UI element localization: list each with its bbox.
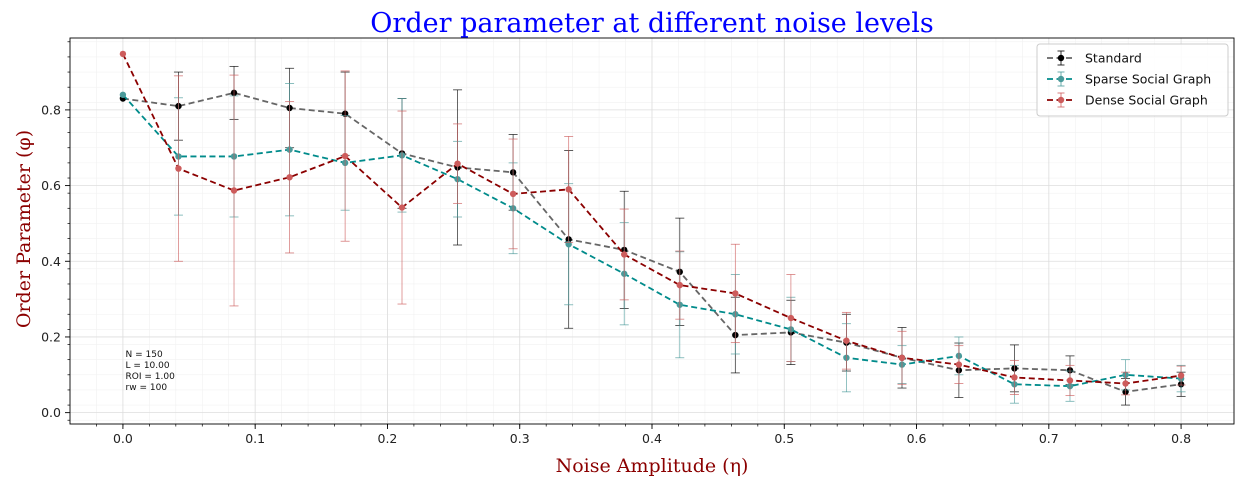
y-tick-label: 0.8	[41, 102, 61, 117]
data-point	[787, 314, 795, 322]
series-line	[122, 91, 1182, 393]
series-line	[122, 53, 1182, 385]
x-tick-label: 0.0	[113, 431, 133, 446]
data-point	[1177, 372, 1185, 379]
y-tick-label: 0.0	[41, 405, 61, 420]
data-point	[565, 186, 572, 193]
data-point	[843, 337, 850, 344]
annotation-line: N = 150	[126, 350, 163, 360]
data-point	[732, 290, 739, 297]
data-point	[398, 204, 406, 211]
x-tick-label: 0.8	[1171, 431, 1191, 446]
chart-title: Order parameter at different noise level…	[370, 8, 933, 39]
series-layer	[119, 50, 1186, 406]
series-dense-social-graph	[119, 50, 1186, 397]
data-point	[1122, 380, 1129, 387]
legend-label: Sparse Social Graph	[1085, 72, 1211, 87]
legend-label: Dense Social Graph	[1085, 93, 1208, 108]
data-point	[454, 160, 461, 167]
x-tick-label: 0.5	[774, 431, 794, 446]
x-tick-label: 0.6	[907, 431, 927, 446]
x-tick-label: 0.3	[510, 431, 530, 446]
annotation-line: rw = 100	[126, 383, 168, 393]
data-point	[955, 361, 963, 368]
data-point	[119, 91, 127, 98]
legend: Standard Sparse Social Graph Dense Social …	[1036, 43, 1229, 117]
data-point	[676, 281, 683, 289]
axes: 0.0 0.1 0.2 0.3 0.4 0.5 0.6 0.7 0.8 0.0 0.2 0.4 0.6 0…	[41, 37, 1235, 446]
data-point	[230, 187, 238, 194]
grid	[70, 38, 1234, 424]
data-point	[898, 354, 906, 361]
legend-label: Standard	[1085, 51, 1142, 66]
data-point	[621, 251, 628, 258]
x-tick-label: 0.2	[378, 431, 398, 446]
series-sparse-social-graph	[119, 83, 1186, 404]
series-line	[122, 94, 1182, 388]
legend-marker	[1057, 75, 1065, 83]
y-axis-label: Order Parameter (φ)	[13, 130, 35, 328]
data-point	[175, 165, 182, 172]
x-tick-label: 0.1	[245, 431, 265, 446]
x-tick-label: 0.7	[1039, 431, 1059, 446]
data-point	[119, 50, 127, 58]
legend-marker	[1057, 54, 1065, 62]
annotation-line: ROI = 1.00	[126, 372, 176, 382]
x-tick-label: 0.4	[642, 431, 662, 446]
data-point	[341, 152, 349, 160]
y-tick-label: 0.6	[41, 178, 61, 193]
legend-box	[1036, 43, 1229, 117]
legend-marker	[1057, 96, 1065, 104]
y-tick-label: 0.4	[41, 254, 61, 269]
annotation-line: L = 10.00	[126, 361, 170, 371]
data-point	[286, 174, 293, 181]
data-point	[1011, 374, 1018, 381]
data-point	[509, 190, 517, 198]
x-axis-label: Noise Amplitude (η)	[556, 455, 749, 477]
data-point	[1066, 377, 1074, 384]
y-tick-label: 0.2	[41, 329, 61, 344]
